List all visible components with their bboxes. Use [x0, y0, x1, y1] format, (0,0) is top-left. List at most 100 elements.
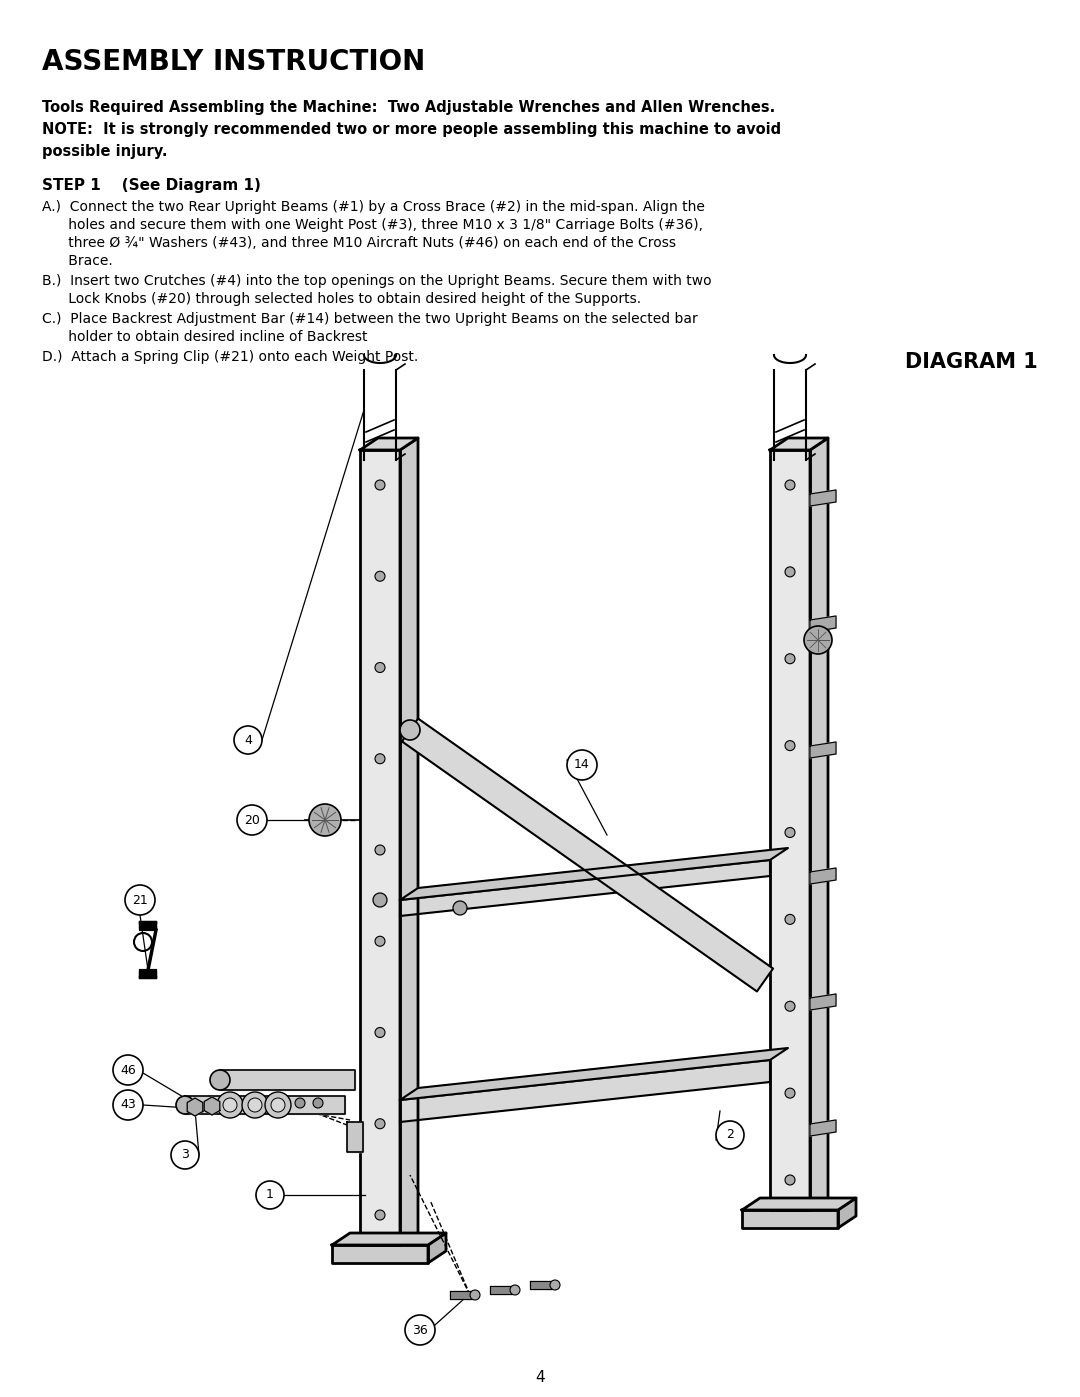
- Polygon shape: [220, 1070, 355, 1090]
- Polygon shape: [838, 1199, 856, 1228]
- Circle shape: [375, 1028, 384, 1038]
- Polygon shape: [742, 1199, 856, 1210]
- Text: 21: 21: [132, 894, 148, 907]
- Text: 3: 3: [181, 1148, 189, 1161]
- Circle shape: [265, 1092, 291, 1118]
- Polygon shape: [185, 1097, 345, 1113]
- Polygon shape: [347, 1122, 363, 1153]
- Circle shape: [210, 1070, 230, 1090]
- Polygon shape: [490, 1287, 512, 1294]
- Circle shape: [242, 1092, 268, 1118]
- Circle shape: [271, 1098, 285, 1112]
- Circle shape: [785, 827, 795, 837]
- Circle shape: [375, 1119, 384, 1129]
- Circle shape: [567, 750, 597, 780]
- Circle shape: [176, 1097, 194, 1113]
- Circle shape: [309, 805, 341, 835]
- Circle shape: [248, 1098, 262, 1112]
- Circle shape: [222, 1098, 237, 1112]
- Text: 4: 4: [536, 1370, 544, 1384]
- Text: 46: 46: [120, 1063, 136, 1077]
- Circle shape: [237, 805, 267, 835]
- Circle shape: [375, 571, 384, 581]
- Circle shape: [171, 1141, 199, 1169]
- Text: holes and secure them with one Weight Post (#3), three M10 x 3 1/8" Carriage Bol: holes and secure them with one Weight Po…: [42, 218, 703, 232]
- Polygon shape: [400, 848, 788, 900]
- Circle shape: [113, 1090, 143, 1120]
- Polygon shape: [530, 1281, 552, 1289]
- Polygon shape: [770, 439, 828, 450]
- Circle shape: [375, 936, 384, 946]
- Text: possible injury.: possible injury.: [42, 144, 167, 159]
- Polygon shape: [450, 1291, 472, 1299]
- Text: DIAGRAM 1: DIAGRAM 1: [905, 352, 1038, 372]
- Circle shape: [125, 886, 156, 915]
- Circle shape: [785, 740, 795, 750]
- Circle shape: [785, 915, 795, 925]
- Text: 14: 14: [575, 759, 590, 771]
- Circle shape: [785, 567, 795, 577]
- Polygon shape: [810, 868, 836, 884]
- Polygon shape: [810, 439, 828, 1210]
- Polygon shape: [428, 1234, 446, 1263]
- Polygon shape: [187, 1098, 203, 1116]
- Polygon shape: [402, 718, 773, 992]
- Polygon shape: [810, 490, 836, 506]
- Text: Tools Required Assembling the Machine:  Two Adjustable Wrenches and Allen Wrench: Tools Required Assembling the Machine: T…: [42, 101, 775, 115]
- Polygon shape: [332, 1234, 446, 1245]
- Polygon shape: [810, 616, 836, 631]
- Text: STEP 1    (See Diagram 1): STEP 1 (See Diagram 1): [42, 177, 261, 193]
- Circle shape: [113, 1055, 143, 1085]
- Circle shape: [716, 1120, 744, 1148]
- Text: 1: 1: [266, 1189, 274, 1201]
- Circle shape: [217, 1092, 243, 1118]
- Polygon shape: [810, 1120, 836, 1136]
- Text: Lock Knobs (#20) through selected holes to obtain desired height of the Supports: Lock Knobs (#20) through selected holes …: [42, 292, 642, 306]
- Text: ASSEMBLY INSTRUCTION: ASSEMBLY INSTRUCTION: [42, 47, 426, 75]
- Circle shape: [295, 1098, 305, 1108]
- Polygon shape: [810, 742, 836, 759]
- Text: B.)  Insert two Crutches (#4) into the top openings on the Upright Beams. Secure: B.) Insert two Crutches (#4) into the to…: [42, 274, 712, 288]
- Polygon shape: [400, 439, 418, 1245]
- Polygon shape: [770, 450, 810, 1210]
- Text: NOTE:  It is strongly recommended two or more people assembling this machine to : NOTE: It is strongly recommended two or …: [42, 122, 781, 137]
- Text: 20: 20: [244, 813, 260, 827]
- Circle shape: [453, 901, 467, 915]
- Circle shape: [510, 1285, 519, 1295]
- Circle shape: [375, 1210, 384, 1220]
- Circle shape: [804, 626, 832, 654]
- Circle shape: [785, 654, 795, 664]
- Text: 2: 2: [726, 1129, 734, 1141]
- Circle shape: [405, 1315, 435, 1345]
- Text: 36: 36: [413, 1323, 428, 1337]
- Polygon shape: [810, 995, 836, 1010]
- Text: Brace.: Brace.: [42, 254, 112, 268]
- Circle shape: [785, 1175, 795, 1185]
- Circle shape: [234, 726, 262, 754]
- Text: 43: 43: [120, 1098, 136, 1112]
- Text: D.)  Attach a Spring Clip (#21) onto each Weight Post.: D.) Attach a Spring Clip (#21) onto each…: [42, 351, 418, 365]
- Text: holder to obtain desired incline of Backrest: holder to obtain desired incline of Back…: [42, 330, 367, 344]
- Polygon shape: [204, 1097, 220, 1115]
- Text: C.)  Place Backrest Adjustment Bar (#14) between the two Upright Beams on the se: C.) Place Backrest Adjustment Bar (#14) …: [42, 312, 698, 326]
- Text: 4: 4: [244, 733, 252, 746]
- Circle shape: [375, 662, 384, 672]
- Circle shape: [375, 845, 384, 855]
- Circle shape: [373, 893, 387, 907]
- Polygon shape: [360, 450, 400, 1245]
- Circle shape: [313, 1098, 323, 1108]
- Polygon shape: [400, 1060, 770, 1122]
- Circle shape: [785, 481, 795, 490]
- Circle shape: [550, 1280, 561, 1289]
- Polygon shape: [400, 1048, 788, 1099]
- Circle shape: [400, 719, 420, 740]
- Circle shape: [375, 754, 384, 764]
- Circle shape: [785, 1088, 795, 1098]
- Circle shape: [785, 1002, 795, 1011]
- Polygon shape: [742, 1210, 838, 1228]
- Polygon shape: [332, 1245, 428, 1263]
- Circle shape: [256, 1180, 284, 1208]
- Circle shape: [470, 1289, 480, 1301]
- Polygon shape: [360, 439, 418, 450]
- Circle shape: [375, 481, 384, 490]
